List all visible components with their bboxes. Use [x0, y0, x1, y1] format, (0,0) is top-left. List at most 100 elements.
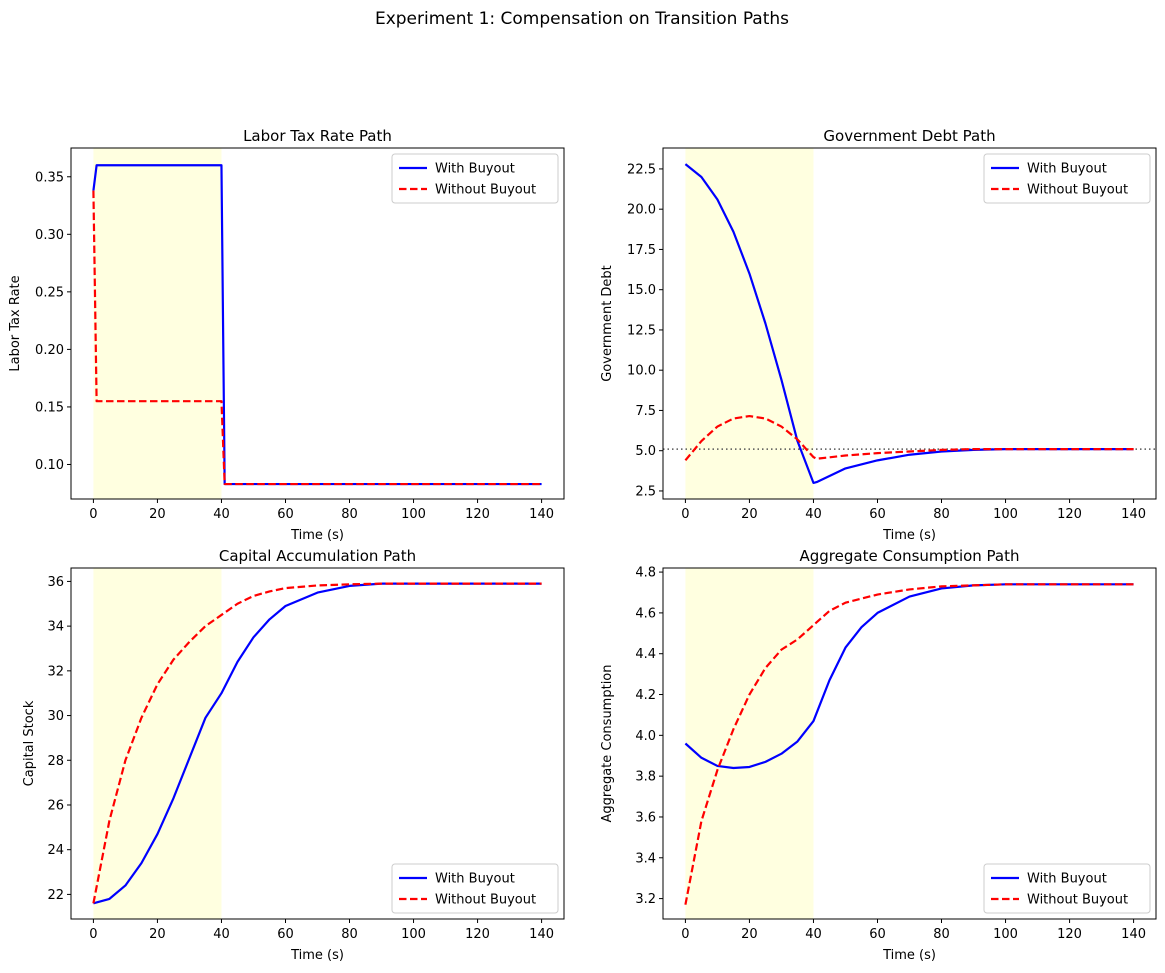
- legend-box: [983, 153, 1151, 204]
- x-tick-label: 80: [933, 507, 950, 522]
- x-tick-label: 20: [741, 927, 758, 942]
- y-tick-label: 0.35: [35, 170, 64, 185]
- y-axis-label: Government Debt: [600, 265, 615, 382]
- y-tick-label: 28: [47, 754, 64, 769]
- x-tick-label: 140: [1121, 507, 1146, 522]
- x-tick-label: 0: [89, 507, 97, 522]
- y-tick-label: 22: [47, 888, 64, 903]
- legend-label-1: Without Buyout: [435, 893, 536, 908]
- figure-title: Experiment 1: Compensation on Transition…: [375, 9, 789, 29]
- axes-frame: [70, 567, 565, 920]
- series-line-1: [684, 583, 1134, 905]
- series-line-1: [684, 414, 1134, 462]
- x-axis-label: Time (s): [882, 528, 936, 543]
- y-tick-label: 4.0: [635, 729, 656, 744]
- y-tick-label: 0.20: [35, 343, 64, 358]
- legend: With Buyout Without Buyout: [983, 153, 1151, 204]
- axes-frame: [662, 147, 1157, 500]
- panel-title: Capital Accumulation Path: [219, 547, 416, 565]
- legend-label-1: Without Buyout: [435, 183, 536, 198]
- x-tick-label: 120: [1057, 507, 1082, 522]
- y-tick-label: 15.0: [627, 283, 656, 298]
- y-tick-label: 22.5: [627, 162, 656, 177]
- x-tick-label: 100: [993, 927, 1018, 942]
- x-tick-label: 60: [277, 927, 294, 942]
- x-tick-label: 60: [869, 507, 886, 522]
- x-tick-label: 20: [149, 507, 166, 522]
- y-tick-label: 4.6: [635, 606, 656, 621]
- legend: With Buyout Without Buyout: [391, 863, 559, 914]
- y-tick-label: 3.4: [635, 851, 656, 866]
- y-tick-label: 3.8: [635, 770, 656, 785]
- y-tick-label: 3.6: [635, 810, 656, 825]
- shaded-region: [93, 148, 222, 499]
- x-tick-label: 120: [465, 507, 490, 522]
- y-tick-label: 3.2: [635, 892, 656, 907]
- x-tick-label: 140: [1121, 927, 1146, 942]
- axes-frame: [70, 147, 565, 500]
- x-tick-label: 60: [869, 927, 886, 942]
- legend-box: [983, 863, 1151, 914]
- y-tick-label: 0.30: [35, 228, 64, 243]
- axes-frame: [662, 567, 1157, 920]
- x-tick-label: 0: [681, 507, 689, 522]
- panel-0: 0 20 40 60 80 100 120 140 0.10 0.15 0.20 0.25 0.30 0.…: [8, 127, 565, 543]
- legend-box: [391, 153, 559, 204]
- y-tick-label: 20.0: [627, 203, 656, 218]
- y-tick-label: 24: [47, 843, 64, 858]
- x-tick-label: 100: [401, 507, 426, 522]
- legend-label-1: Without Buyout: [1027, 893, 1128, 908]
- x-tick-label: 120: [1057, 927, 1082, 942]
- y-tick-label: 34: [47, 620, 64, 635]
- y-tick-label: 26: [47, 798, 64, 813]
- panel-3: 0 20 40 60 80 100 120 140 3.2 3.4 3.6 3.8 4.0 4.2 4.4 4…: [600, 547, 1157, 963]
- panel-title: Government Debt Path: [823, 127, 995, 145]
- y-tick-label: 0.25: [35, 285, 64, 300]
- panel-2: 0 20 40 60 80 100 120 140 22 24 26 28 30 32 34 36 Capita…: [22, 547, 565, 963]
- y-tick-label: 0.10: [35, 458, 64, 473]
- x-tick-label: 40: [213, 507, 230, 522]
- series-line-1: [92, 190, 542, 486]
- x-tick-label: 100: [401, 927, 426, 942]
- x-tick-label: 0: [681, 927, 689, 942]
- x-axis-label: Time (s): [290, 948, 344, 963]
- y-tick-label: 4.4: [635, 647, 656, 662]
- x-tick-label: 40: [213, 927, 230, 942]
- y-tick-label: 10.0: [627, 364, 656, 379]
- shaded-region: [685, 568, 814, 919]
- y-tick-label: 17.5: [627, 243, 656, 258]
- y-axis-label: Aggregate Consumption: [600, 665, 615, 823]
- x-tick-label: 0: [89, 927, 97, 942]
- y-tick-label: 36: [47, 575, 64, 590]
- x-axis-label: Time (s): [882, 948, 936, 963]
- legend: With Buyout Without Buyout: [983, 863, 1151, 914]
- panel-title: Aggregate Consumption Path: [799, 547, 1019, 565]
- x-tick-label: 80: [341, 927, 358, 942]
- y-tick-label: 12.5: [627, 323, 656, 338]
- x-tick-label: 20: [741, 507, 758, 522]
- x-tick-label: 120: [465, 927, 490, 942]
- y-axis-label: Capital Stock: [22, 700, 37, 786]
- x-tick-label: 40: [805, 507, 822, 522]
- x-tick-label: 60: [277, 507, 294, 522]
- y-tick-label: 2.5: [635, 484, 656, 499]
- legend-label-1: Without Buyout: [1027, 183, 1128, 198]
- y-tick-label: 5.0: [635, 444, 656, 459]
- legend-box: [391, 863, 559, 914]
- x-tick-label: 80: [933, 927, 950, 942]
- shaded-region: [93, 568, 222, 919]
- x-tick-label: 40: [805, 927, 822, 942]
- legend-label-0: With Buyout: [1027, 872, 1107, 887]
- legend-label-0: With Buyout: [1027, 162, 1107, 177]
- y-axis-label: Labor Tax Rate: [8, 275, 23, 371]
- legend-label-0: With Buyout: [435, 872, 515, 887]
- x-tick-label: 140: [529, 507, 554, 522]
- x-axis-label: Time (s): [290, 528, 344, 543]
- y-tick-label: 30: [47, 709, 64, 724]
- y-tick-label: 7.5: [635, 404, 656, 419]
- y-tick-label: 32: [47, 664, 64, 679]
- x-tick-label: 100: [993, 507, 1018, 522]
- shaded-region: [685, 148, 814, 499]
- y-tick-label: 4.8: [635, 566, 656, 581]
